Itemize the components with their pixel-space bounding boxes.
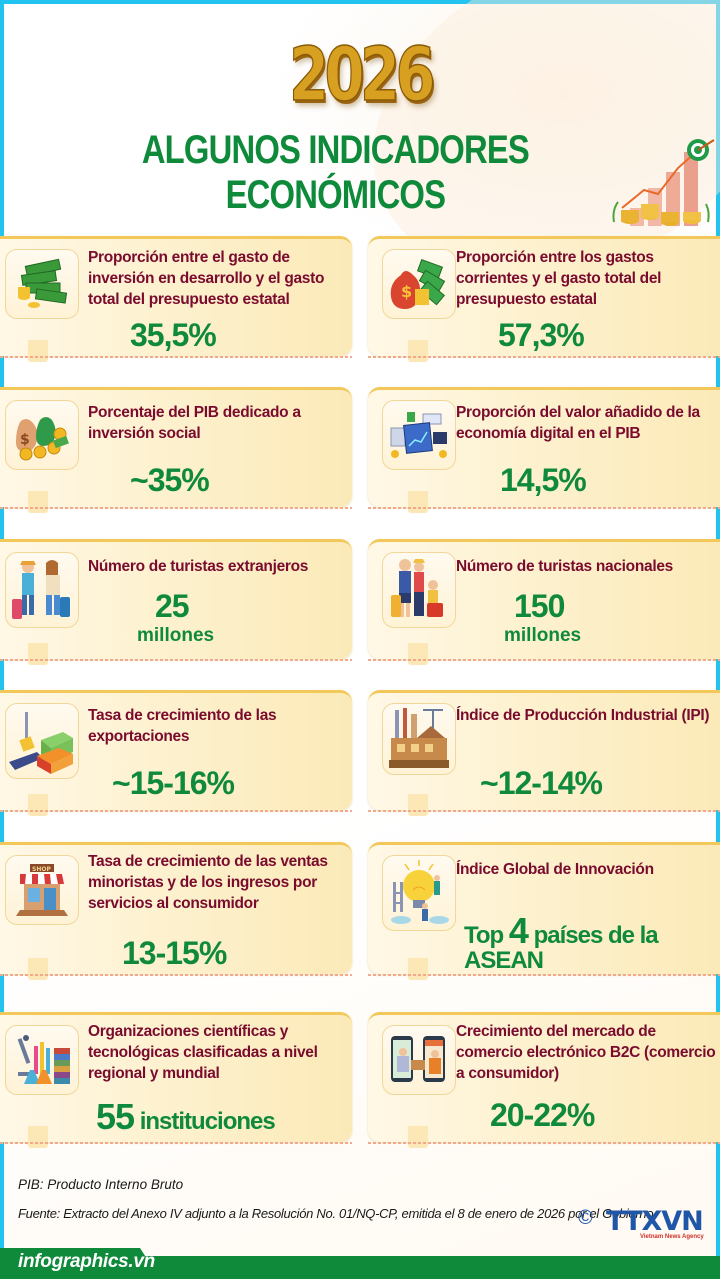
innovation-lightbulb-icon [382,855,456,931]
card-tab [408,958,428,980]
indicator-card-exports: Tasa de crecimiento de las exportaciones… [0,690,352,816]
indicator-value-group: 55 instituciones [96,1096,276,1137]
abbreviation-note: PIB: Producto Interno Bruto [18,1177,184,1192]
brand-link[interactable]: infographics.vn [18,1251,155,1272]
indicator-value: 25 [155,588,190,624]
indicator-card-foreign-tourists: Número de turistas extranjeros 25 millon… [0,539,352,665]
brand-tab [0,1248,150,1279]
card-divider [368,974,720,976]
indicator-label: Índice de Producción Industrial (IPI) [456,707,710,724]
card-tab [408,1126,428,1148]
digital-economy-dashboard-icon [382,400,456,470]
card-divider [0,810,352,812]
card-tab [28,491,48,513]
indicator-value: 20-22% [490,1097,595,1133]
domestic-tourists-family-icon [382,552,456,628]
indicator-value: 13-15% [122,935,227,971]
indicator-card-retail-sales: SHOP Tasa de crecimiento de las ventas m… [0,842,352,980]
indicator-unit: millones [504,625,582,646]
card-tab [28,340,48,362]
copyright-icon: © [578,1207,593,1229]
card-tab [408,491,428,513]
indicator-value-group: Top 4 países de la ASEAN [464,913,720,973]
card-tab [408,340,428,362]
growth-chart-target-icon [612,139,715,226]
indicator-card-social-investment: $ Porcentaje del PIB dedicado a inversió… [0,387,352,513]
indicator-value: 4 [508,910,529,951]
indicator-label: Proporción del valor añadido de la econo… [456,404,700,442]
indicator-label: Número de turistas nacionales [456,558,673,575]
card-divider [0,356,352,358]
indicator-value-prefix: Top [464,922,504,949]
svg-text:$: $ [20,432,30,448]
indicator-value-suffix: países de la ASEAN [464,922,659,974]
money-stack-icon [5,249,79,319]
card-tab [28,958,48,980]
indicator-value: 35,5% [130,317,217,353]
indicator-card-current-expenditure: $ Proporción entre los gastos corrientes… [368,236,720,362]
indicator-label: Número de turistas extranjeros [88,558,309,575]
science-lab-books-icon [5,1025,79,1095]
source-note: Fuente: Extracto del Anexo IV adjunto a … [18,1206,654,1221]
card-divider [0,507,352,509]
indicator-card-science-organizations: Organizaciones científicas y tecnológica… [0,1012,352,1148]
indicator-value: 57,3% [498,317,585,353]
indicator-label: Crecimiento del mercado de comercio elec… [456,1023,716,1082]
card-divider [368,356,720,358]
money-bag-icon: $ [382,249,456,319]
indicator-card-development-investment: Proporción entre el gasto de inversión e… [0,236,352,362]
card-divider [0,974,352,976]
indicator-label: Proporción entre el gasto de inversión e… [88,249,325,308]
brand-bar [0,1256,720,1279]
card-tab [408,643,428,665]
indicator-card-innovation-index: Índice Global de Innovación Top 4 países… [368,842,720,980]
agency-subtitle: Vietnam News Agency [640,1234,704,1240]
svg-text:$: $ [401,282,412,301]
card-divider [368,507,720,509]
indicator-value: ~15-16% [112,765,235,801]
card-divider [0,1142,352,1144]
indicator-value: ~12-14% [480,765,603,801]
ttxvn-logo: TTXVN [606,1206,704,1237]
export-crane-containers-icon [5,703,79,779]
indicator-unit: millones [137,625,215,646]
card-divider [368,810,720,812]
retail-store-icon: SHOP [5,855,79,925]
card-divider [368,1142,720,1144]
industrial-factory-icon [382,703,456,775]
card-tab [28,794,48,816]
foreign-tourists-icon [5,552,79,628]
indicator-card-industrial-production: Índice de Producción Industrial (IPI) ~1… [368,690,720,816]
indicator-card-ecommerce: Crecimiento del mercado de comercio elec… [368,1012,720,1148]
indicator-label: Proporción entre los gastos corrientes y… [456,249,662,308]
svg-text:SHOP: SHOP [32,866,51,873]
card-tab [28,643,48,665]
indicator-label: Porcentaje del PIB dedicado a inversión … [88,404,301,442]
indicator-value: 150 [514,588,565,624]
card-divider [368,659,720,661]
card-divider [0,659,352,661]
indicator-card-domestic-tourists: Número de turistas nacionales 150 millon… [368,539,720,665]
indicator-value: 55 [96,1096,135,1137]
indicator-card-digital-economy: Proporción del valor añadido de la econo… [368,387,720,513]
indicator-value-suffix: instituciones [139,1108,276,1135]
page-title: ALGUNOS INDICADORES ECONÓMICOS [141,128,530,217]
card-tab [408,794,428,816]
indicator-label: Tasa de crecimiento de las ventas minori… [88,853,328,912]
indicator-value: ~35% [130,462,210,498]
coins-money-bags-icon: $ [5,400,79,470]
card-tab [28,1126,48,1148]
indicator-value: 14,5% [500,462,587,498]
ecommerce-phone-shop-icon [382,1025,456,1095]
indicator-label: Tasa de crecimiento de las exportaciones [88,707,277,745]
year-heading: 2026 [288,32,436,118]
indicator-label: Índice Global de Innovación [456,861,654,878]
indicator-label: Organizaciones científicas y tecnológica… [88,1023,318,1082]
